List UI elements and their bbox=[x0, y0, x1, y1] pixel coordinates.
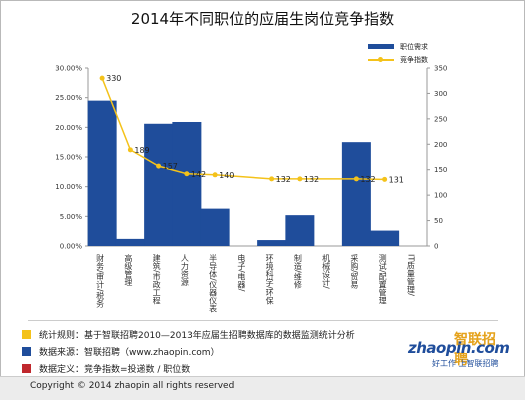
logo-brand-cn: 智联招聘 bbox=[454, 332, 496, 368]
line-point bbox=[269, 176, 275, 182]
note-data-definition: 数据定义：竞争指数=投递数 / 职位数 bbox=[22, 360, 355, 377]
chart-legend: 职位需求 竞争指数 bbox=[368, 40, 428, 66]
note-statistics-rule: 统计规则：基于智联招聘2010—2013年应届生招聘数据库的数据监测统计分析 bbox=[22, 326, 355, 343]
legend-bar-swatch bbox=[368, 44, 394, 49]
x-tick-label: 采购/贸易 bbox=[350, 253, 359, 290]
bar bbox=[115, 238, 145, 246]
line-point bbox=[184, 171, 190, 177]
data-label: 140 bbox=[219, 171, 234, 180]
y-left-tick-label: 5.00% bbox=[60, 213, 83, 221]
legend-label-demand: 职位需求 bbox=[400, 42, 428, 51]
data-label: 132 bbox=[360, 175, 375, 184]
data-label: 142 bbox=[191, 170, 206, 179]
data-label: 330 bbox=[106, 74, 121, 83]
data-label: 132 bbox=[304, 175, 319, 184]
data-label: 132 bbox=[276, 175, 291, 184]
y-right-tick-label: 200 bbox=[434, 141, 447, 149]
bar bbox=[200, 208, 230, 246]
legend-line-swatch bbox=[368, 56, 394, 62]
footer: Copyright © 2014 zhaopin all rights rese… bbox=[0, 376, 525, 400]
y-right-tick-label: 100 bbox=[434, 192, 447, 200]
zhaopin-logo: 智联招聘 zhaopin.com 好工作 上智联招聘 bbox=[408, 332, 510, 375]
bar bbox=[172, 121, 202, 246]
line-point bbox=[297, 176, 303, 182]
logo-brand: zhaopin.com bbox=[408, 339, 510, 357]
data-label: 189 bbox=[134, 146, 149, 155]
y-right-tick-label: 300 bbox=[434, 90, 447, 98]
y-left-tick-label: 15.00% bbox=[55, 154, 82, 162]
bar bbox=[144, 123, 174, 246]
line-point bbox=[382, 176, 388, 182]
logo-slogan: 好工作 上智联招聘 bbox=[432, 359, 499, 368]
bar bbox=[257, 240, 287, 246]
x-tick-label: 建筑/市政工程 bbox=[152, 253, 161, 306]
line-point bbox=[353, 176, 359, 182]
line-point bbox=[212, 172, 218, 178]
line-point bbox=[127, 147, 133, 153]
note-text: 统计规则：基于智联招聘2010—2013年应届生招聘数据库的数据监测统计分析 bbox=[39, 331, 355, 341]
y-left-tick-label: 20.00% bbox=[55, 124, 82, 132]
x-tick-label: 环境科学/环保 bbox=[265, 254, 274, 306]
line-point bbox=[99, 75, 105, 81]
y-right-tick-label: 150 bbox=[434, 166, 447, 174]
y-right-tick-label: 0 bbox=[434, 243, 438, 251]
legend-label-competition: 竞争指数 bbox=[400, 55, 428, 64]
data-label: 131 bbox=[389, 175, 404, 184]
notes-divider bbox=[28, 320, 498, 321]
bar bbox=[285, 215, 315, 246]
note-text: 数据定义：竞争指数=投递数 / 职位数 bbox=[39, 365, 191, 375]
y-right-tick-label: 50 bbox=[434, 217, 443, 225]
bar bbox=[341, 142, 371, 246]
y-right-tick-label: 350 bbox=[434, 65, 447, 73]
line-point bbox=[156, 163, 162, 169]
x-tick-label: 制造/维修 bbox=[293, 253, 302, 290]
copyright-text: Copyright © 2014 zhaopin all rights rese… bbox=[30, 381, 235, 391]
y-left-tick-label: 10.00% bbox=[55, 183, 82, 191]
x-tick-label: 人力资源 bbox=[180, 254, 189, 287]
x-tick-label: 高级管理 bbox=[124, 253, 133, 286]
note-marker bbox=[22, 330, 31, 339]
x-tick-label: 电子/电器/ bbox=[237, 253, 246, 292]
x-tick-label: IT质量管理/ bbox=[406, 254, 415, 296]
notes-list: 统计规则：基于智联招聘2010—2013年应届生招聘数据库的数据监测统计分析 数… bbox=[22, 326, 355, 377]
y-left-tick-label: 25.00% bbox=[55, 94, 82, 102]
chart: 0.00% 5.00% 10.00% 15.00% 20.00% 25.00% 30.00%… bbox=[55, 65, 447, 314]
y-right-tick-label: 250 bbox=[434, 115, 447, 123]
bar bbox=[370, 230, 400, 246]
note-data-source: 数据来源：智联招聘（www.zhaopin.com） bbox=[22, 343, 355, 360]
legend-item-competition: 竞争指数 bbox=[368, 53, 428, 66]
note-marker bbox=[22, 364, 31, 373]
x-tick-label: 半导体/仪器仪表 bbox=[209, 253, 218, 314]
x-tick-label: 财务/审计/税务 bbox=[96, 253, 105, 308]
bar bbox=[87, 100, 117, 246]
legend-item-demand: 职位需求 bbox=[368, 40, 428, 53]
x-tick-label: 机械设计/ bbox=[322, 253, 331, 289]
data-label: 157 bbox=[163, 162, 178, 171]
note-marker bbox=[22, 347, 31, 356]
note-text: 数据来源：智联招聘（www.zhaopin.com） bbox=[39, 348, 220, 358]
chart-title: 2014年不同职位的应届生岗位竞争指数 bbox=[130, 10, 395, 28]
x-tick-label: 测试/配置管理 bbox=[378, 254, 387, 305]
y-left-tick-label: 30.00% bbox=[55, 65, 82, 73]
y-left-tick-label: 0.00% bbox=[60, 243, 83, 251]
